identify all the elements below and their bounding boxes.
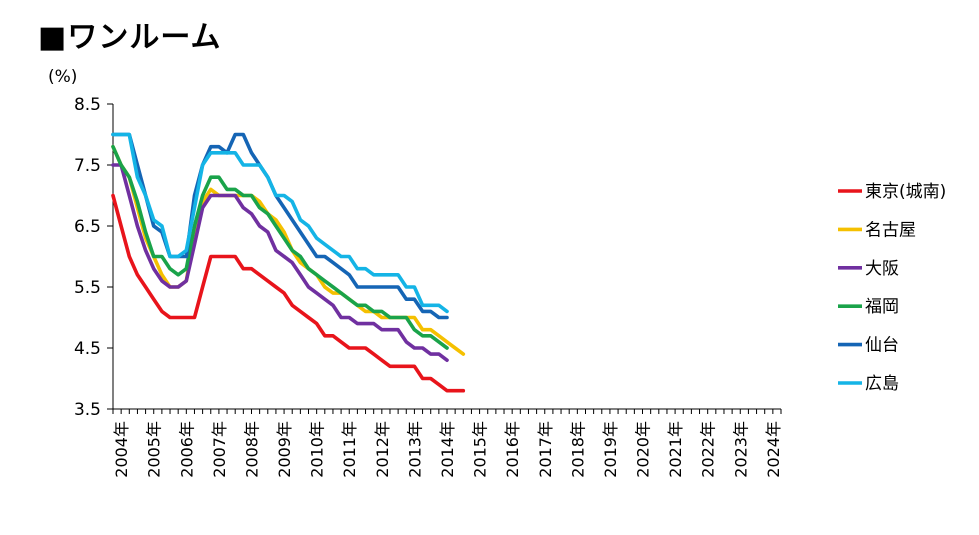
x-tick-label: 2020年 [634, 421, 653, 478]
x-tick-label: 2016年 [503, 421, 522, 478]
x-tick-label: 2015年 [471, 421, 490, 478]
axes [107, 103, 782, 414]
x-tick-label: 2007年 [210, 421, 229, 478]
x-tick-label: 2017年 [536, 421, 555, 478]
legend-label: 大阪 [865, 259, 899, 279]
series-line-3 [111, 163, 449, 363]
x-tick-label: 2008年 [242, 421, 261, 478]
x-tick-label: 2009年 [275, 421, 294, 478]
chart-title: ■ワンルーム [38, 20, 222, 55]
legend-label: 仙台 [865, 336, 899, 356]
series-lines [111, 132, 466, 393]
y-tick-label: 8.5 [74, 95, 101, 115]
x-tick-label: 2019年 [601, 421, 620, 478]
y-axis-unit-label: (%) [48, 67, 77, 87]
x-tick-label: 2005年 [145, 421, 164, 478]
legend-label: 名古屋 [865, 220, 916, 240]
x-tick-label: 2011年 [340, 421, 359, 478]
x-tick-label: 2010年 [308, 421, 327, 478]
legend-label: 東京(城南) [865, 182, 946, 202]
x-tick-label: 2014年 [438, 421, 457, 478]
x-tick-labels: 2004年 2005年 2006年 2007年 2008年 2009年 2010年 2011年… [112, 421, 783, 478]
x-tick-label: 2024年 [764, 421, 783, 478]
x-tick-label: 2018年 [568, 421, 587, 478]
x-tick-label: 2021年 [666, 421, 685, 478]
x-tick-label: 2004年 [112, 421, 131, 478]
y-tick-labels: 8.5 7.5 6.5 5.5 4.5 3.5 [74, 95, 101, 420]
x-tick-label: 2013年 [405, 421, 424, 478]
series-line-1 [111, 193, 466, 393]
y-tick-label: 6.5 [74, 217, 101, 237]
legend-label: 福岡 [865, 297, 899, 317]
series-line-4 [111, 144, 449, 350]
y-tick-label: 5.5 [74, 278, 101, 298]
legend-label: 広島 [865, 374, 899, 394]
y-tick-label: 4.5 [74, 339, 101, 359]
x-tick-label: 2006年 [177, 421, 196, 478]
x-tick-label: 2023年 [731, 421, 750, 478]
series-line-6 [111, 132, 449, 314]
x-tick-label: 2012年 [373, 421, 392, 478]
x-tick-label: 2022年 [699, 421, 718, 478]
y-tick-label: 3.5 [74, 400, 101, 420]
y-tick-label: 7.5 [74, 156, 101, 176]
